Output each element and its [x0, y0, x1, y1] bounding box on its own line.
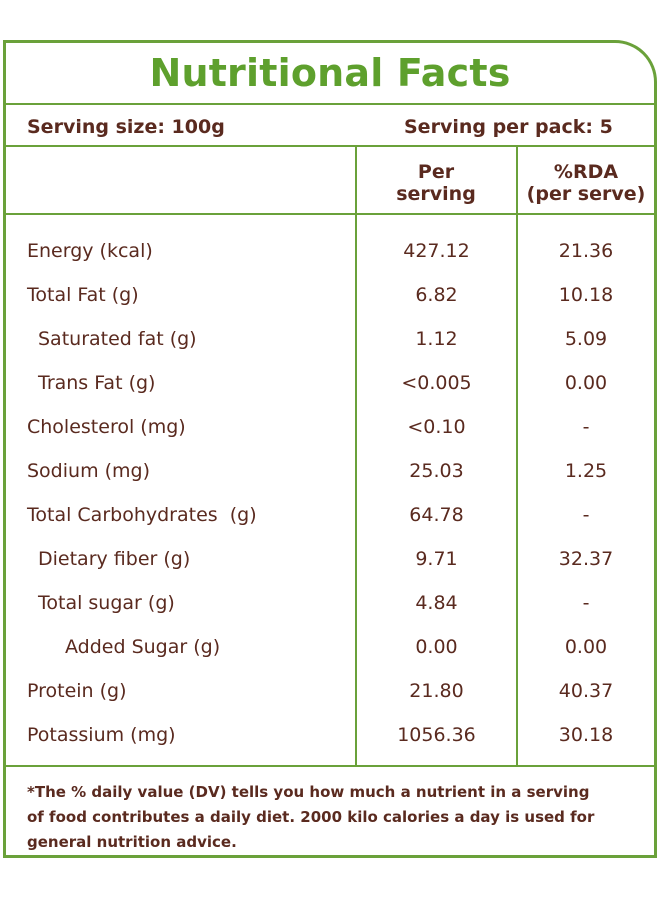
rda-value: 32.37 — [558, 548, 614, 570]
column-header-rda-line2: (per serve) — [526, 183, 646, 205]
per-serving-value: 9.71 — [415, 548, 458, 570]
page-title: Nutritional Facts — [149, 51, 511, 95]
rda-value: 21.36 — [558, 240, 614, 262]
column-divider-1 — [355, 145, 357, 767]
table-row: Potassium (mg) 1056.36 30.18 — [6, 715, 654, 759]
per-serving-value: 1.12 — [415, 328, 458, 350]
rda-value: - — [582, 416, 590, 438]
per-serving-value: 6.82 — [415, 284, 458, 306]
table-row: Added Sugar (g) 0.00 0.00 — [6, 627, 654, 671]
nutrient-name: Dietary fiber (g) — [38, 548, 191, 570]
nutrient-name: Potassium (mg) — [27, 724, 176, 746]
footnote: *The % daily value (DV) tells you how mu… — [27, 780, 637, 855]
nutrient-name: Saturated fat (g) — [38, 328, 197, 350]
column-header-per-serving-line2: serving — [396, 183, 476, 205]
nutrient-name: Total Carbohydrates (g) — [27, 504, 257, 526]
nutrient-name: Total sugar (g) — [38, 592, 175, 614]
per-serving-value: 21.80 — [409, 680, 464, 702]
table-row: Protein (g) 21.80 40.37 — [6, 671, 654, 715]
table-row: Dietary fiber (g) 9.71 32.37 — [6, 539, 654, 583]
divider-serving — [6, 145, 654, 147]
nutrient-name: Energy (kcal) — [27, 240, 153, 262]
per-serving-value: <0.005 — [401, 372, 472, 394]
divider-header — [6, 213, 654, 215]
rda-value: 0.00 — [564, 636, 608, 658]
footnote-line-3: general nutrition advice. — [27, 833, 237, 851]
per-serving-value: 25.03 — [409, 460, 464, 482]
nutrient-name: Added Sugar (g) — [65, 636, 221, 658]
column-header-per-serving: Per serving — [356, 161, 516, 205]
table-row: Total Fat (g) 6.82 10.18 — [6, 275, 654, 319]
footnote-line-1: *The % daily value (DV) tells you how mu… — [27, 783, 590, 801]
nutrient-name: Trans Fat (g) — [38, 372, 156, 394]
nutrition-facts-panel: Nutritional Facts Serving size: 100g Ser… — [3, 40, 657, 858]
table-row: Total Carbohydrates (g) 64.78 - — [6, 495, 654, 539]
column-header-rda: %RDA (per serve) — [518, 161, 654, 205]
table-row: Saturated fat (g) 1.12 5.09 — [6, 319, 654, 363]
rda-value: - — [582, 504, 590, 526]
per-serving-value: 0.00 — [415, 636, 458, 658]
divider-footnote — [6, 765, 654, 767]
divider-title — [6, 103, 654, 105]
nutrient-name: Protein (g) — [27, 680, 127, 702]
table-row: Total sugar (g) 4.84 - — [6, 583, 654, 627]
table-row: Cholesterol (mg) <0.10 - — [6, 407, 654, 451]
nutrient-name: Sodium (mg) — [27, 460, 151, 482]
nutrient-name: Cholesterol (mg) — [27, 416, 186, 438]
column-header-per-serving-line1: Per — [417, 161, 455, 183]
column-header-rda-line1: %RDA — [553, 161, 619, 183]
rda-value: 0.00 — [564, 372, 608, 394]
serving-info-row: Serving size: 100g Serving per pack: 5 — [6, 105, 654, 149]
rda-value: 40.37 — [558, 680, 614, 702]
serving-per-pack-label: Serving per pack: 5 — [404, 116, 613, 138]
table-row: Energy (kcal) 427.12 21.36 — [6, 231, 654, 275]
rda-value: 1.25 — [564, 460, 608, 482]
table-row: Sodium (mg) 25.03 1.25 — [6, 451, 654, 495]
per-serving-value: 4.84 — [415, 592, 458, 614]
footnote-line-2: of food contributes a daily diet. 2000 k… — [27, 808, 595, 826]
per-serving-value: 1056.36 — [397, 724, 476, 746]
rda-value: 10.18 — [558, 284, 614, 306]
table-row: Trans Fat (g) <0.005 0.00 — [6, 363, 654, 407]
nutrient-name: Total Fat (g) — [27, 284, 139, 306]
rda-value: - — [582, 592, 590, 614]
per-serving-value: 64.78 — [409, 504, 464, 526]
serving-size-label: Serving size: 100g — [27, 116, 225, 138]
rda-value: 5.09 — [564, 328, 608, 350]
per-serving-value: 427.12 — [403, 240, 470, 262]
column-divider-2 — [516, 145, 518, 767]
rda-value: 30.18 — [558, 724, 614, 746]
per-serving-value: <0.10 — [407, 416, 466, 438]
